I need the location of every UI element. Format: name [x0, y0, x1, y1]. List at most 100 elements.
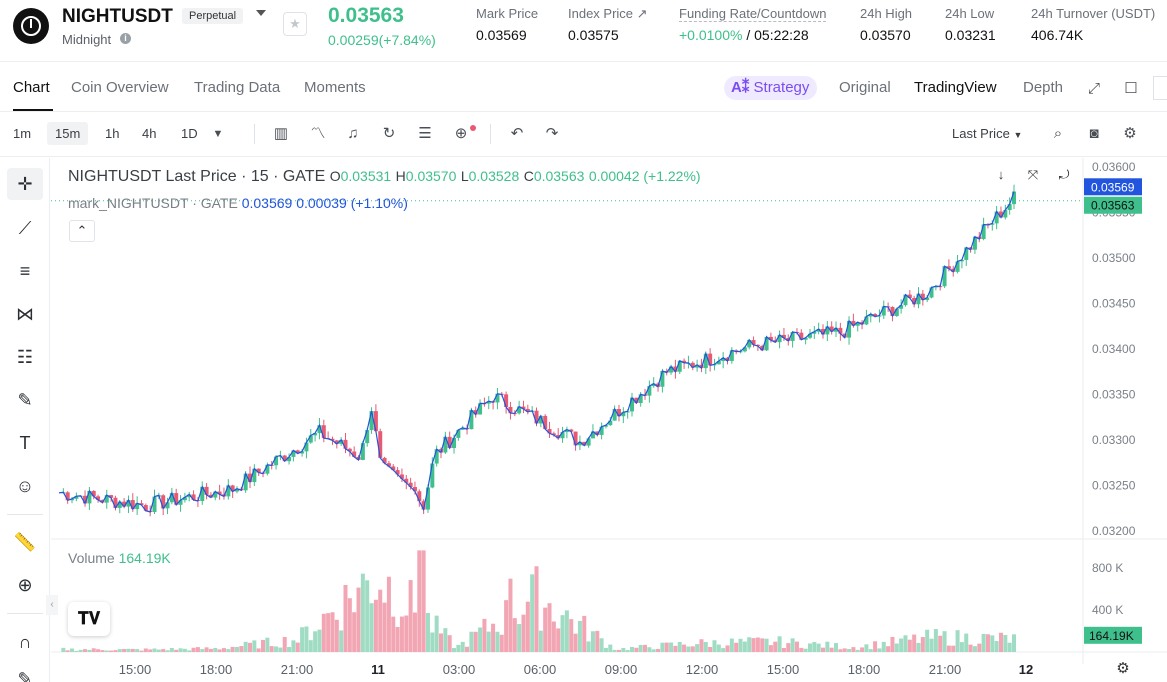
window-icon[interactable]: ☐	[1124, 80, 1138, 97]
timeframe-1d[interactable]: 1D	[181, 126, 198, 141]
gear-icon[interactable]: ⚙	[1123, 125, 1137, 142]
tab-depth[interactable]: Depth	[1023, 79, 1064, 96]
candle-body	[96, 496, 101, 500]
pattern-icon[interactable]: ⋈	[16, 304, 34, 324]
funding-rate-label[interactable]: Funding Rate/Countdown	[679, 6, 827, 22]
time-tick-label: 03:00	[443, 662, 476, 677]
volume-bar	[148, 649, 153, 652]
candle-body	[851, 320, 856, 326]
volume-bar	[942, 631, 947, 652]
trend-line-icon[interactable]: ⟋	[18, 218, 32, 238]
emoji-icon[interactable]: ☺	[15, 476, 35, 496]
tab-moments[interactable]: Moments	[304, 79, 366, 96]
volume-bar	[807, 643, 812, 652]
volume-bar	[968, 644, 973, 652]
magnet-icon[interactable]: ∩	[18, 632, 32, 652]
horizontal-lines-icon[interactable]: ≡	[19, 261, 31, 281]
volume-bar	[838, 649, 843, 652]
volume-bar	[313, 631, 318, 652]
symbol-name[interactable]: NIGHTUSDT	[62, 6, 173, 27]
favorite-star-icon[interactable]: ★	[283, 12, 307, 36]
volume-bar	[452, 648, 457, 652]
expand-icon[interactable]: ⤢	[1087, 80, 1100, 97]
volume-bar	[221, 648, 226, 652]
tradingview-logo[interactable]: 𝐓𝐕	[68, 602, 110, 636]
chart-canvas[interactable]: 0.036000.035500.035000.034500.034000.033…	[51, 158, 1167, 682]
candle-body	[1012, 191, 1016, 205]
timeframe-1m[interactable]: 1m	[13, 126, 32, 141]
volume-bar	[456, 644, 461, 652]
redo-icon[interactable]: ↷	[545, 125, 559, 142]
indicators-icon[interactable]: 〽	[310, 125, 326, 142]
volume-bar	[434, 615, 439, 652]
add-icon[interactable]: ⊕	[454, 125, 468, 142]
index-price-label[interactable]: Index Price ↗	[568, 6, 648, 22]
volume-bar	[903, 635, 908, 652]
mark-legend-change: 0.00039 (+1.10%)	[296, 195, 408, 211]
timeframe-4h[interactable]: 4h	[142, 126, 157, 141]
volume-bar	[239, 646, 244, 652]
price-type-select[interactable]: Last Price ▼	[952, 126, 1022, 141]
candle-body	[551, 433, 556, 435]
timeframe-1h[interactable]: 1h	[105, 126, 120, 141]
undo-icon[interactable]: ↶	[510, 125, 524, 142]
volume-bar	[256, 648, 261, 652]
candle-body	[630, 397, 634, 412]
price-change: 0.00259(+7.84%)	[328, 32, 436, 48]
legend-c-label: C	[523, 168, 534, 184]
candle-body	[87, 490, 92, 504]
maximize-pane-icon[interactable]: ⤾	[1051, 165, 1077, 187]
volume-bar	[156, 649, 161, 652]
tab-original[interactable]: Original	[839, 79, 891, 96]
candle-body	[126, 500, 131, 507]
search-icon[interactable]: ⌕	[1053, 125, 1063, 142]
time-tick-label: 09:00	[605, 662, 638, 677]
market-header: NIGHTUSDT Perpetual Midnight i ★ 0.03563…	[0, 0, 1167, 62]
legend-collapse-button[interactable]: ⌃	[69, 220, 95, 242]
chart-settings-gear-icon[interactable]: ⚙	[1116, 660, 1130, 677]
volume-bar	[169, 647, 174, 652]
tab-coin-overview[interactable]: Coin Overview	[71, 79, 169, 96]
chevron-down-icon[interactable]	[256, 10, 266, 16]
scroll-down-icon[interactable]: ↓	[988, 165, 1014, 187]
volume-bar	[868, 649, 873, 652]
settings-list-icon[interactable]: ☰	[418, 125, 432, 142]
info-icon[interactable]: i	[120, 33, 131, 44]
collapse-pane-icon[interactable]: ⤧	[1020, 165, 1046, 187]
volume-bar	[829, 647, 834, 652]
mark-price-tag-label: 0.03569	[1091, 180, 1135, 194]
candle-body	[994, 211, 999, 224]
volume-bar	[686, 646, 691, 652]
alert-icon[interactable]: ♫	[347, 125, 359, 142]
volume-bar	[603, 647, 608, 652]
timeframe-15m[interactable]: 15m	[47, 122, 89, 145]
candle-type-icon[interactable]: ▥	[273, 125, 289, 142]
crosshair-icon[interactable]: ✛	[7, 168, 43, 200]
camera-icon[interactable]: ◙	[1089, 125, 1099, 142]
strategy-label: Strategy	[753, 79, 810, 96]
chart-area[interactable]: 0.036000.035500.035000.034500.034000.033…	[46, 158, 1167, 682]
tab-trading-data[interactable]: Trading Data	[194, 79, 281, 96]
time-tick-label: 11	[371, 662, 385, 677]
zoom-icon[interactable]: ⊕	[17, 575, 33, 595]
side-panel-toggle[interactable]	[1153, 76, 1167, 100]
volume-bar	[664, 642, 669, 652]
candle-body	[742, 347, 747, 352]
lock-icon[interactable]: ✎	[17, 669, 33, 682]
candle-body	[517, 406, 522, 414]
fib-icon[interactable]: ☷	[16, 347, 34, 367]
tab-chart[interactable]: Chart	[13, 79, 50, 96]
collapse-tools-icon[interactable]: ‹	[46, 595, 58, 615]
strategy-button[interactable]: A⁑ Strategy	[724, 76, 818, 100]
tab-tradingview[interactable]: TradingView	[914, 79, 997, 96]
candle-body	[786, 337, 791, 341]
replay-icon[interactable]: ↻	[382, 125, 396, 142]
volume-bar	[478, 627, 483, 652]
ruler-icon[interactable]: 📏	[13, 532, 37, 552]
brush-icon[interactable]: ✎	[17, 390, 33, 410]
text-icon[interactable]: T	[19, 433, 31, 453]
volume-bar	[625, 650, 630, 652]
volume-bar	[651, 649, 656, 652]
candle-body	[165, 502, 170, 509]
timeframe-dropdown-icon[interactable]: ▼	[212, 128, 224, 140]
